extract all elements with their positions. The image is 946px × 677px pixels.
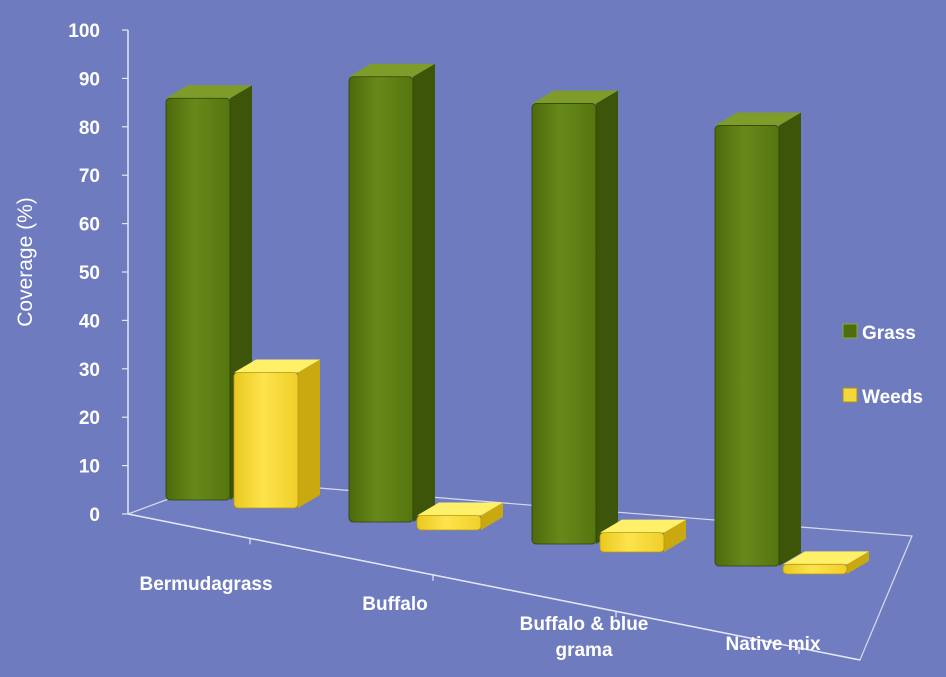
legend-label-grass: Grass — [862, 323, 916, 344]
y-tick-label: 30 — [79, 360, 100, 381]
bar-top-face — [417, 502, 503, 516]
bar-side-face — [847, 551, 869, 574]
bar-front-face — [416, 515, 482, 531]
bar-weeds-2 — [416, 502, 503, 531]
bar-grass-2 — [348, 63, 435, 523]
legend-swatch-weeds — [842, 387, 858, 403]
legend-label-weeds: Weeds — [862, 387, 923, 408]
legend-swatch-grass — [842, 323, 858, 339]
y-axis-ticks: 0 10 20 30 40 50 60 70 80 90 100 — [68, 21, 128, 526]
bar-weeds-1 — [233, 359, 320, 509]
y-tick-label: 70 — [79, 166, 100, 187]
bar-front-face — [782, 563, 848, 575]
y-tick-label: 90 — [79, 69, 100, 90]
bar-top-face — [715, 112, 801, 126]
legend-item-grass: Grass — [842, 323, 916, 344]
bar-top-face — [166, 85, 252, 99]
bar-front-face — [233, 372, 299, 509]
y-tick-label: 40 — [79, 311, 100, 332]
category-labels: Bermudagrass Buffalo Buffalo & blue grama Na… — [139, 574, 820, 661]
bar-front-face — [599, 532, 665, 553]
bar-side-face — [596, 90, 618, 544]
bar-front-face — [531, 103, 597, 545]
bar-top-face — [532, 90, 618, 104]
bars-group — [165, 63, 869, 575]
y-tick-label: 20 — [79, 408, 100, 429]
bar-side-face — [298, 359, 320, 508]
bar-front-face — [165, 97, 231, 501]
bar-top-face — [234, 359, 320, 373]
bar-grass-3 — [531, 90, 618, 545]
x-category-label: Bermudagrass — [139, 574, 272, 595]
bar-grass-4 — [714, 112, 801, 567]
bar-side-face — [413, 63, 435, 522]
x-category-label: Buffalo & blue grama — [520, 614, 649, 661]
y-tick-label: 80 — [79, 118, 100, 139]
bar-weeds-3 — [599, 519, 686, 553]
y-tick-label: 50 — [79, 263, 100, 284]
x-category-label: Native mix — [725, 634, 820, 655]
y-tick-label: 0 — [89, 505, 100, 526]
y-tick-label: 100 — [68, 21, 100, 42]
bar-side-face — [481, 502, 503, 530]
bar-front-face — [714, 125, 780, 567]
bar-side-face — [664, 519, 686, 552]
y-tick-label: 60 — [79, 215, 100, 236]
bar-front-face — [348, 76, 414, 523]
bar-weeds-4 — [782, 551, 869, 575]
bar-side-face — [779, 112, 801, 566]
bar-top-face — [349, 63, 435, 77]
y-axis-label: Coverage (%) — [14, 197, 37, 327]
legend-item-weeds: Weeds — [842, 387, 923, 408]
legend: Grass Weeds — [842, 323, 923, 408]
bar-top-face — [600, 519, 686, 533]
y-tick-label: 10 — [79, 457, 100, 478]
x-category-label: Buffalo — [362, 594, 427, 615]
x-axis-ticks — [249, 538, 800, 654]
bar-top-face — [783, 551, 869, 565]
